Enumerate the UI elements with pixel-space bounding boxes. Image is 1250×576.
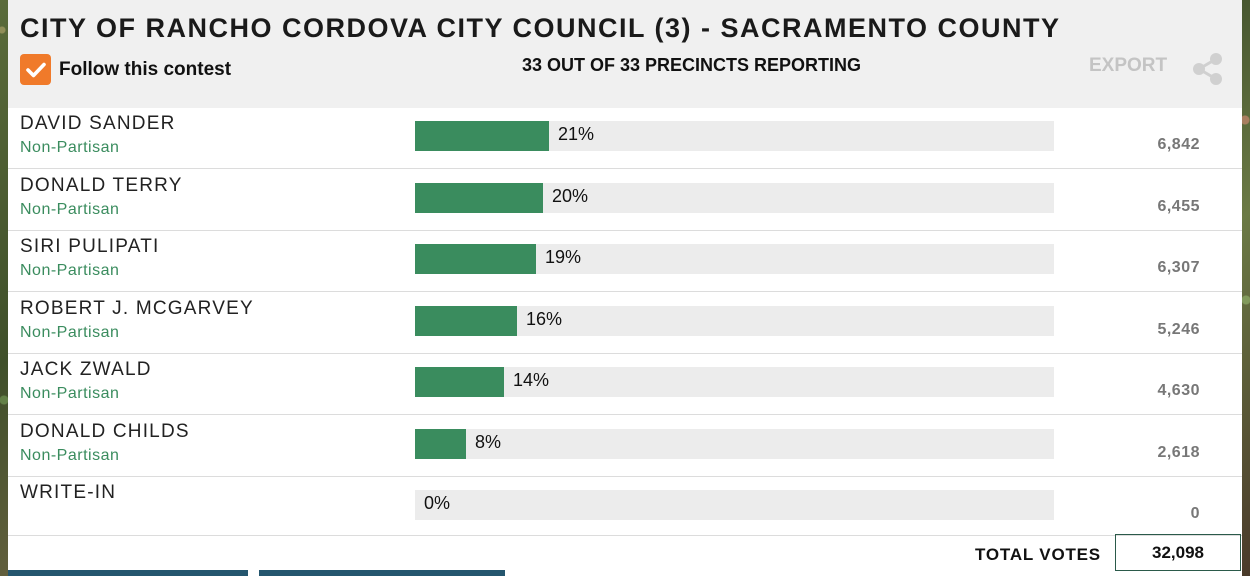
candidate-row: JACK ZWALD Non-Partisan 14% 4,630 bbox=[8, 354, 1242, 415]
candidate-row: ROBERT J. MCGARVEY Non-Partisan 16% 5,246 bbox=[8, 293, 1242, 354]
vote-percentage: 20% bbox=[552, 185, 589, 206]
candidate-row: SIRI PULIPATI Non-Partisan 19% 6,307 bbox=[8, 231, 1242, 292]
follow-checkbox[interactable] bbox=[20, 54, 51, 85]
bottom-button-right[interactable] bbox=[259, 570, 505, 576]
contest-panel: CITY OF RANCHO CORDOVA CITY COUNCIL (3) … bbox=[8, 0, 1242, 576]
vote-percentage: 16% bbox=[526, 308, 563, 329]
contest-header: CITY OF RANCHO CORDOVA CITY COUNCIL (3) … bbox=[8, 0, 1242, 108]
vote-bar-track: 19% bbox=[415, 244, 1054, 274]
follow-contest-label: Follow this contest bbox=[59, 58, 232, 80]
total-votes-value: 32,098 bbox=[1115, 534, 1241, 571]
candidate-name: DONALD TERRY bbox=[20, 174, 183, 196]
candidate-name: SIRI PULIPATI bbox=[20, 236, 160, 257]
follow-contest-toggle[interactable]: Follow this contest bbox=[20, 54, 231, 85]
vote-bar-fill bbox=[415, 182, 543, 213]
candidate-party: Non-Partisan bbox=[20, 139, 120, 156]
vote-bar-track: 20% bbox=[415, 182, 1054, 213]
vote-bar-track: 16% bbox=[415, 305, 1054, 336]
vote-bar-track: 8% bbox=[415, 428, 1054, 459]
vote-count: 4,630 bbox=[1157, 382, 1200, 399]
checkmark-icon bbox=[25, 62, 46, 77]
candidate-name: DAVID SANDER bbox=[20, 113, 176, 134]
vote-bar-fill bbox=[415, 367, 504, 397]
vote-bar-fill bbox=[415, 121, 549, 151]
candidate-row: DAVID SANDER Non-Partisan 21% 6,842 bbox=[8, 108, 1242, 169]
candidate-row: DONALD CHILDS Non-Partisan 8% 2,618 bbox=[8, 416, 1242, 477]
candidate-party: Non-Partisan bbox=[20, 323, 120, 341]
vote-percentage: 0% bbox=[424, 493, 451, 513]
vote-percentage: 21% bbox=[558, 124, 595, 144]
contest-title: CITY OF RANCHO CORDOVA CITY COUNCIL (3) … bbox=[20, 13, 1061, 43]
vote-count: 5,246 bbox=[1157, 320, 1200, 338]
candidate-row: DONALD TERRY Non-Partisan 20% 6,455 bbox=[8, 170, 1242, 231]
candidate-row: WRITE-IN 0% 0 bbox=[8, 477, 1242, 536]
vote-bar-fill bbox=[415, 244, 536, 274]
vote-count: 6,842 bbox=[1157, 136, 1200, 153]
candidate-party: Non-Partisan bbox=[20, 262, 120, 279]
vote-bar-track: 14% bbox=[415, 367, 1054, 397]
candidate-name: DONALD CHILDS bbox=[20, 420, 190, 442]
vote-count: 2,618 bbox=[1157, 443, 1200, 461]
vote-bar-track: 0% bbox=[415, 490, 1054, 520]
candidate-name: WRITE-IN bbox=[20, 482, 117, 503]
candidate-name: ROBERT J. MCGARVEY bbox=[20, 297, 254, 319]
vote-bar-fill bbox=[415, 305, 517, 336]
vote-percentage: 8% bbox=[475, 431, 502, 452]
vote-count: 0 bbox=[1190, 505, 1200, 522]
vote-bar-track: 21% bbox=[415, 121, 1054, 151]
candidate-name: JACK ZWALD bbox=[20, 359, 152, 380]
candidate-party: Non-Partisan bbox=[20, 385, 120, 402]
bottom-button-left[interactable] bbox=[8, 570, 248, 576]
candidate-party: Non-Partisan bbox=[20, 200, 120, 218]
share-icon[interactable] bbox=[1190, 52, 1226, 91]
vote-bar-fill bbox=[415, 428, 466, 459]
vote-count: 6,455 bbox=[1157, 197, 1200, 215]
total-votes-label: TOTAL VOTES bbox=[975, 545, 1101, 564]
vote-percentage: 14% bbox=[513, 370, 550, 390]
vote-percentage: 19% bbox=[545, 247, 582, 267]
export-button[interactable]: EXPORT bbox=[1089, 55, 1168, 76]
precincts-reporting: 33 OUT OF 33 PRECINCTS REPORTING bbox=[522, 55, 862, 75]
vote-count: 6,307 bbox=[1157, 259, 1200, 276]
candidate-party: Non-Partisan bbox=[20, 446, 120, 464]
